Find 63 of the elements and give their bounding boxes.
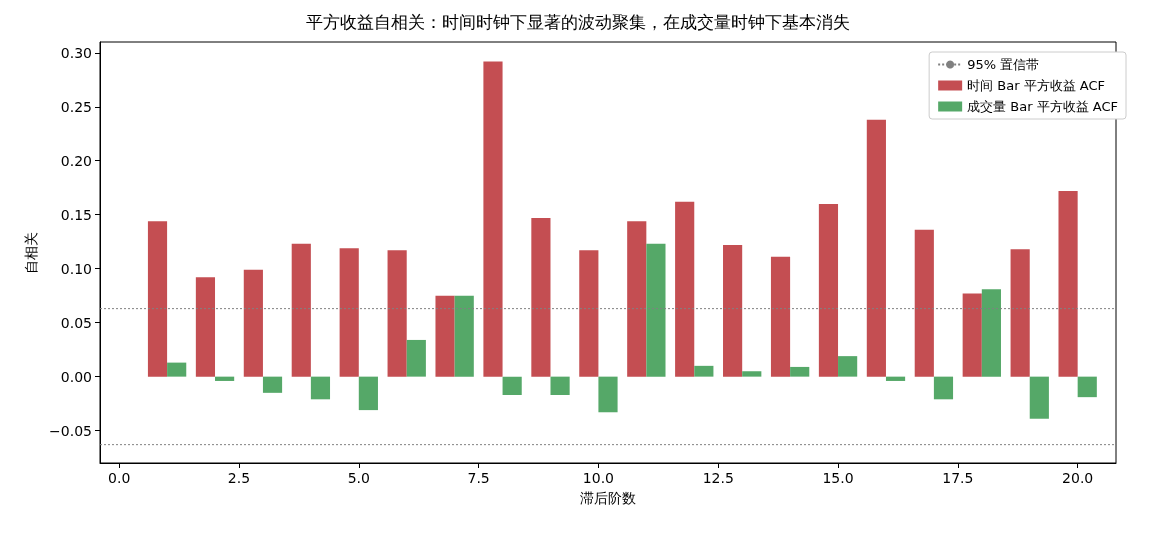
bar [387, 250, 407, 377]
bar [1077, 376, 1097, 398]
bar [454, 295, 474, 377]
y-tick-label: −0.05 [49, 422, 92, 439]
x-tick-label: 10.0 [582, 470, 614, 486]
bar [435, 295, 455, 377]
x-tick-label: 12.5 [702, 470, 734, 486]
bar [838, 356, 858, 377]
bar [550, 376, 570, 395]
bar [1010, 249, 1030, 377]
y-tick-label: 0.20 [60, 152, 92, 169]
y-tick-label: 0.00 [60, 368, 92, 385]
x-tick-label: 20.0 [1062, 470, 1094, 486]
bar [406, 339, 426, 377]
x-tick-label: 2.5 [227, 470, 251, 486]
y-axis-title: 自相关 [23, 231, 39, 274]
bar [598, 376, 618, 413]
x-tick-label: 17.5 [942, 470, 974, 486]
bar [818, 203, 839, 377]
chart-title: 平方收益自相关：时间时钟下显著的波动聚集，在成交量时钟下基本消失 [306, 11, 850, 32]
legend-label: 时间 Bar 平方收益 ACF [967, 78, 1106, 93]
bar [243, 269, 263, 377]
bar [195, 277, 216, 377]
x-tick-label: 7.5 [467, 470, 490, 486]
y-tick-label: 0.15 [60, 206, 92, 223]
bar [502, 376, 522, 395]
bar [885, 376, 906, 381]
x-tick-label: 0.0 [108, 470, 131, 486]
bar [483, 61, 503, 377]
bar [914, 229, 934, 377]
bar [962, 293, 982, 377]
legend-label: 成交量 Bar 平方收益 ACF [967, 99, 1119, 114]
bar [262, 376, 283, 393]
bar [215, 376, 235, 381]
bar [646, 243, 666, 377]
x-axis-title: 滞后阶数 [580, 490, 636, 506]
bar [723, 244, 743, 377]
bar [981, 289, 1001, 377]
bar [627, 221, 647, 377]
bar [866, 119, 886, 377]
y-tick-label: 0.05 [60, 314, 92, 331]
bar [339, 248, 359, 377]
x-tick-label: 5.0 [347, 470, 370, 486]
bar [790, 366, 810, 377]
bar [933, 376, 954, 400]
y-tick-label: 0.10 [60, 260, 92, 277]
bar [147, 221, 168, 377]
bar [310, 376, 331, 400]
legend-label: 95% 置信带 [967, 57, 1040, 72]
bar [1029, 376, 1049, 419]
bar [358, 376, 378, 411]
bar [1058, 190, 1078, 377]
bar [770, 256, 791, 377]
bar [675, 201, 695, 377]
bar [531, 217, 551, 377]
bar [291, 243, 311, 377]
y-tick-label: 0.30 [60, 44, 92, 61]
x-tick-label: 15.0 [822, 470, 854, 486]
bar [167, 362, 187, 377]
bar [694, 365, 714, 377]
bar [742, 371, 762, 377]
y-tick-label: 0.25 [60, 98, 92, 115]
bar [579, 250, 599, 377]
